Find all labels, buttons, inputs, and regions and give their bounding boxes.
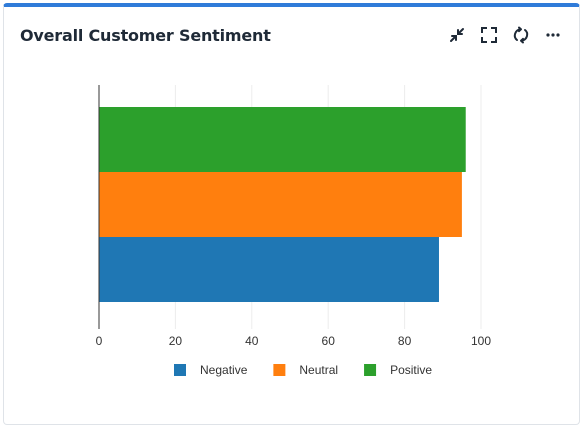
expand-icon: [481, 27, 497, 43]
bar-positive: [99, 107, 466, 172]
x-tick-label-4: 80: [398, 334, 412, 348]
x-tick-label-1: 20: [169, 334, 183, 348]
bar-negative: [99, 237, 439, 302]
refresh-button[interactable]: [511, 25, 531, 45]
collapse-button[interactable]: [447, 25, 467, 45]
refresh-icon: [513, 26, 529, 44]
card-toolbar: [447, 25, 563, 45]
legend-swatch-negative: [174, 364, 186, 376]
expand-button[interactable]: [479, 25, 499, 45]
sentiment-card: Overall Customer Sentiment: [3, 3, 580, 425]
bar-neutral: [99, 172, 462, 237]
x-tick-label-2: 40: [245, 334, 259, 348]
collapse-icon: [450, 28, 464, 42]
x-tick-label-5: 100: [471, 334, 491, 348]
sentiment-bar-chart: 0 20 40 60 80 100 Negative Neutral Positive: [96, 85, 491, 377]
x-tick-label-0: 0: [96, 334, 103, 348]
legend-label-negative: Negative: [200, 363, 248, 377]
legend-swatch-positive: [364, 364, 377, 376]
card-title: Overall Customer Sentiment: [20, 26, 271, 45]
more-icon: [546, 33, 560, 37]
chart-area: 0 20 40 60 80 100 Negative Neutral Positive: [4, 61, 579, 424]
more-button[interactable]: [543, 25, 563, 45]
card-header: Overall Customer Sentiment: [4, 7, 579, 61]
legend-label-neutral: Neutral: [299, 363, 338, 377]
legend-swatch-neutral: [273, 364, 286, 376]
legend-label-positive: Positive: [390, 363, 432, 377]
x-tick-label-3: 60: [322, 334, 336, 348]
